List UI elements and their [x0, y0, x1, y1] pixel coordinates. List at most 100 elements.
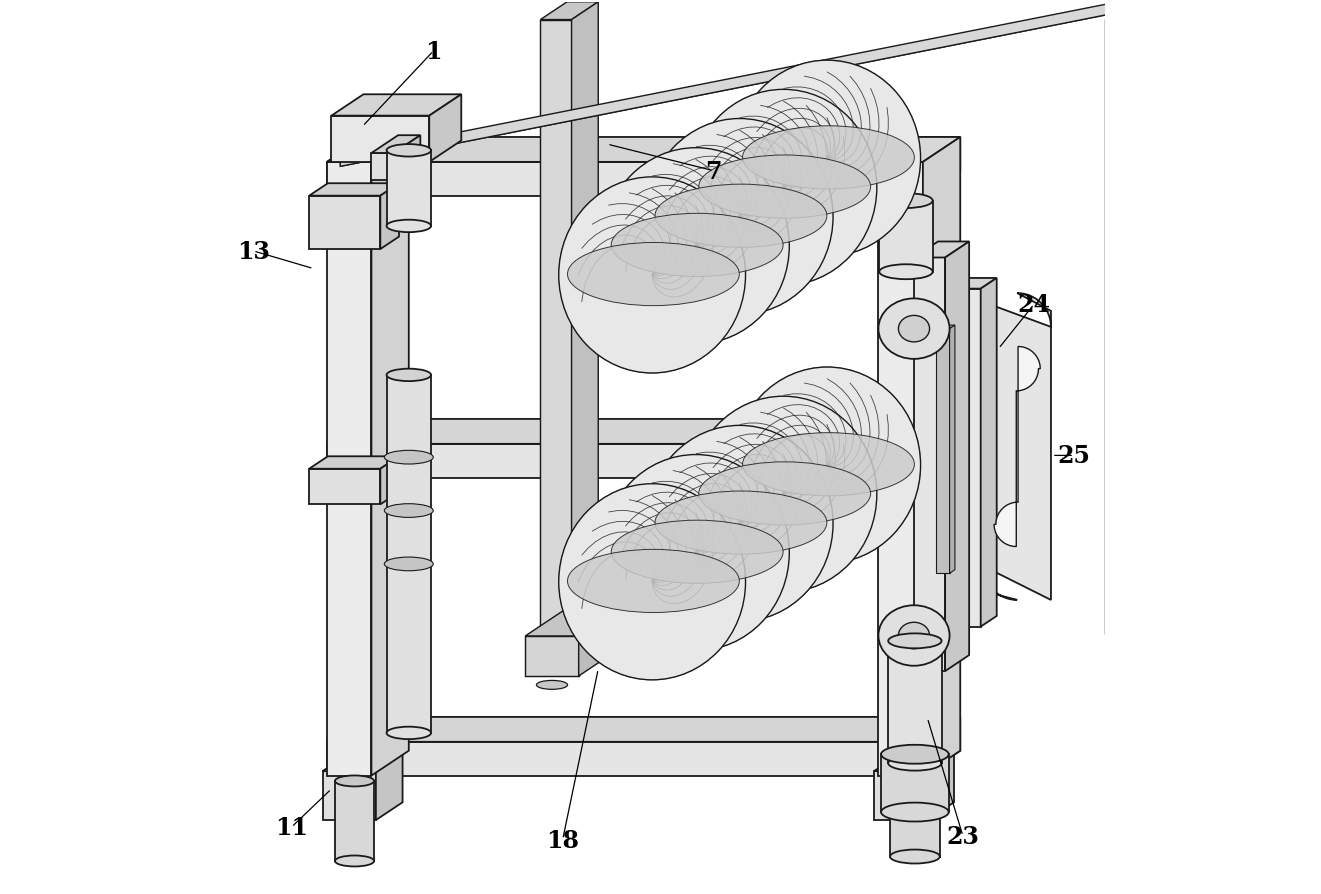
- Polygon shape: [923, 138, 960, 197]
- Ellipse shape: [744, 377, 911, 553]
- Polygon shape: [387, 151, 431, 227]
- Ellipse shape: [690, 397, 877, 593]
- Ellipse shape: [753, 80, 902, 238]
- Ellipse shape: [602, 455, 789, 651]
- Ellipse shape: [384, 504, 433, 518]
- Ellipse shape: [708, 417, 859, 573]
- Ellipse shape: [559, 178, 745, 374]
- Polygon shape: [328, 138, 960, 163]
- Text: 23: 23: [946, 824, 979, 848]
- Ellipse shape: [612, 465, 779, 641]
- Polygon shape: [931, 290, 980, 627]
- Polygon shape: [983, 294, 1052, 600]
- Ellipse shape: [699, 407, 868, 583]
- Polygon shape: [429, 95, 461, 163]
- Polygon shape: [937, 329, 950, 574]
- Polygon shape: [630, 139, 849, 296]
- Polygon shape: [371, 136, 420, 154]
- Polygon shape: [993, 347, 1041, 547]
- Text: 24: 24: [1017, 293, 1050, 316]
- Polygon shape: [572, 3, 598, 634]
- Ellipse shape: [733, 367, 921, 563]
- Polygon shape: [526, 637, 579, 676]
- Polygon shape: [328, 742, 923, 776]
- Ellipse shape: [878, 299, 950, 359]
- Polygon shape: [923, 717, 960, 776]
- Ellipse shape: [568, 188, 736, 364]
- Ellipse shape: [568, 494, 736, 670]
- Ellipse shape: [646, 120, 834, 316]
- Ellipse shape: [568, 550, 740, 612]
- Polygon shape: [540, 21, 572, 634]
- Polygon shape: [888, 641, 942, 763]
- Polygon shape: [931, 279, 997, 290]
- Ellipse shape: [708, 110, 859, 266]
- Polygon shape: [1106, 3, 1162, 21]
- Ellipse shape: [655, 492, 827, 554]
- Ellipse shape: [664, 139, 814, 296]
- Ellipse shape: [888, 634, 942, 648]
- Polygon shape: [878, 163, 923, 776]
- Polygon shape: [945, 242, 970, 671]
- Polygon shape: [1106, 21, 1136, 634]
- Polygon shape: [309, 469, 380, 505]
- Ellipse shape: [699, 156, 871, 219]
- Ellipse shape: [898, 316, 930, 342]
- Ellipse shape: [655, 435, 824, 612]
- Text: 11: 11: [275, 815, 308, 839]
- Ellipse shape: [559, 485, 745, 680]
- Polygon shape: [332, 95, 461, 116]
- Ellipse shape: [733, 61, 921, 257]
- Ellipse shape: [690, 397, 877, 593]
- Polygon shape: [875, 772, 927, 820]
- Ellipse shape: [880, 194, 933, 209]
- Ellipse shape: [621, 168, 770, 325]
- Ellipse shape: [646, 120, 834, 316]
- Polygon shape: [328, 138, 408, 163]
- Ellipse shape: [646, 426, 834, 622]
- Ellipse shape: [742, 127, 914, 190]
- Ellipse shape: [336, 856, 374, 866]
- Text: 18: 18: [546, 828, 579, 852]
- Ellipse shape: [384, 451, 433, 465]
- Polygon shape: [923, 419, 960, 478]
- Ellipse shape: [602, 148, 789, 344]
- Ellipse shape: [655, 129, 824, 306]
- Ellipse shape: [664, 445, 814, 603]
- Polygon shape: [880, 201, 933, 273]
- Polygon shape: [927, 754, 954, 820]
- Ellipse shape: [733, 61, 921, 257]
- Polygon shape: [322, 772, 376, 820]
- Polygon shape: [540, 3, 598, 21]
- Polygon shape: [309, 457, 399, 469]
- Polygon shape: [950, 325, 955, 574]
- Polygon shape: [328, 444, 923, 478]
- Ellipse shape: [559, 178, 745, 374]
- Ellipse shape: [602, 455, 789, 651]
- Text: 7: 7: [705, 160, 723, 183]
- Polygon shape: [332, 116, 429, 163]
- Ellipse shape: [336, 776, 374, 787]
- Polygon shape: [328, 163, 371, 776]
- Polygon shape: [328, 717, 960, 742]
- Ellipse shape: [621, 475, 770, 631]
- Polygon shape: [923, 138, 960, 776]
- Ellipse shape: [753, 387, 902, 544]
- Ellipse shape: [602, 148, 789, 344]
- Polygon shape: [328, 419, 960, 444]
- Polygon shape: [881, 755, 948, 812]
- Text: 25: 25: [1058, 444, 1091, 468]
- Ellipse shape: [690, 90, 877, 286]
- Polygon shape: [630, 445, 849, 603]
- Ellipse shape: [612, 520, 783, 584]
- Polygon shape: [937, 325, 955, 329]
- Polygon shape: [309, 197, 380, 249]
- Polygon shape: [309, 184, 399, 197]
- Polygon shape: [1136, 3, 1162, 634]
- Polygon shape: [914, 242, 970, 258]
- Polygon shape: [526, 611, 616, 637]
- Ellipse shape: [881, 803, 948, 822]
- Polygon shape: [380, 184, 399, 249]
- Ellipse shape: [699, 462, 871, 526]
- Polygon shape: [394, 136, 420, 181]
